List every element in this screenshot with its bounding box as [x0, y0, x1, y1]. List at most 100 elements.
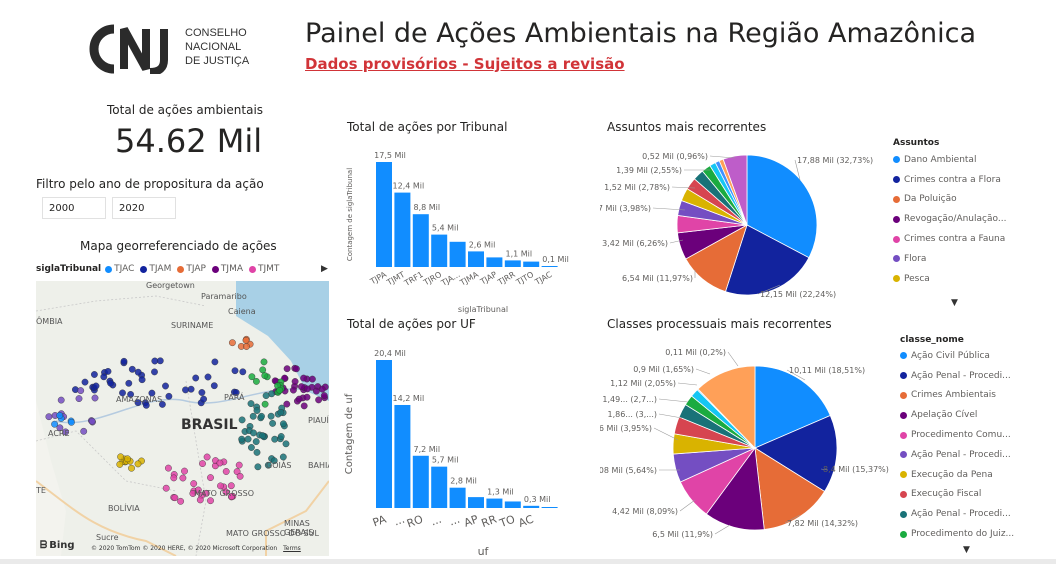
map-point: [261, 372, 269, 380]
legend-item[interactable]: Ação Penal - Procedi...: [900, 504, 1050, 524]
map-point: [179, 474, 187, 482]
logo-line-2: NACIONAL: [185, 41, 242, 53]
pie-slice-3[interactable]: [705, 446, 765, 531]
bar-5[interactable]: [468, 497, 484, 508]
legend-item[interactable]: Dano Ambiental: [893, 150, 1053, 170]
legend-item[interactable]: Apelação Cível: [900, 405, 1050, 425]
tribunal-bar-chart[interactable]: Contagem de siglaTribunal 17,5 Mil TJPA 12,…: [340, 140, 595, 315]
pie-slice-1[interactable]: [724, 224, 810, 296]
legend-item[interactable]: Ação Penal - Procedi...: [900, 366, 1050, 386]
map-point: [303, 385, 311, 393]
bar-data-label: 2,8 Mil: [450, 477, 477, 486]
pie-slice-0[interactable]: [746, 154, 818, 259]
assuntos-legend-more-icon[interactable]: ▼: [951, 298, 958, 308]
bar-8[interactable]: [523, 261, 540, 267]
legend-item[interactable]: Ação Penal - Procedi...: [900, 445, 1050, 465]
page-subtitle[interactable]: Dados provisórios - Sujeitos a revisão: [305, 55, 625, 73]
legend-item[interactable]: Da Poluição: [893, 190, 1053, 210]
legend-item[interactable]: Pesca: [893, 269, 1053, 289]
map-point: [232, 389, 240, 396]
bar-9[interactable]: [541, 266, 558, 267]
year-start-input[interactable]: 2000: [42, 197, 106, 219]
x-tick-label: AP: [462, 512, 480, 529]
bar-4[interactable]: [449, 487, 466, 508]
pie-slice-2[interactable]: [754, 447, 826, 530]
uf-bar-chart[interactable]: Contagem de uf 20,4 Mil PA 14,2 Mil... 7,2 M…: [340, 338, 595, 558]
map-legend-label: TJMT: [258, 264, 280, 274]
map-legend-item-tjac[interactable]: TJAC: [105, 264, 134, 274]
year-end-input[interactable]: 2020: [112, 197, 176, 219]
legend-item[interactable]: Ação Civil Pública: [900, 346, 1050, 366]
legend-item[interactable]: Procedimento do Juiz...: [900, 524, 1050, 544]
bar-3[interactable]: [431, 234, 448, 267]
map-point: [258, 412, 265, 420]
legend-item[interactable]: Crimes contra a Flora: [893, 170, 1053, 190]
pie-data-label: 6,54 Mil (11,97%): [622, 274, 693, 283]
map-point: [159, 401, 166, 408]
legend-item[interactable]: Crimes Ambientais: [900, 386, 1050, 406]
map-point: [249, 412, 257, 420]
pie-data-label: 6,5 Mil (11,9%): [652, 530, 713, 539]
map-terms-link[interactable]: Terms: [283, 545, 301, 552]
map-legend-label: TJAC: [114, 264, 135, 274]
bar-8[interactable]: [523, 505, 540, 508]
map-point: [244, 435, 252, 443]
map-point: [56, 411, 64, 419]
classes-pie-chart[interactable]: 10,11 Mil (18,51%) 8,4 Mil (15,37%) 7,82 M…: [600, 340, 895, 550]
bar-1[interactable]: [394, 192, 411, 267]
pie-slice-1[interactable]: [754, 414, 838, 492]
classes-legend-title: classe_nome: [900, 335, 964, 345]
classes-legend-more-icon[interactable]: ▼: [963, 545, 970, 555]
bar-9[interactable]: [541, 507, 558, 508]
bar-7[interactable]: [504, 501, 521, 508]
bar-2[interactable]: [412, 214, 429, 267]
pie-leader-line: [794, 159, 801, 181]
legend-label: Procedimento Comu...: [911, 430, 1011, 441]
map-legend-item-tjap[interactable]: TJAP: [177, 264, 206, 274]
map-point: [253, 407, 261, 414]
x-tick-label: RR: [480, 512, 499, 530]
map-legend-item-tjam[interactable]: TJAM: [140, 264, 171, 274]
pie-slice-0[interactable]: [754, 365, 831, 449]
pie-leader-line: [714, 524, 731, 535]
bar-0[interactable]: [376, 162, 392, 267]
map-point: [238, 416, 246, 424]
x-tick-label: ...: [429, 513, 443, 529]
map-point: [239, 368, 247, 376]
pie-slice-13[interactable]: [722, 154, 748, 226]
bar-data-label: 7,2 Mil: [413, 445, 440, 454]
bar-6[interactable]: [486, 498, 503, 508]
legend-item[interactable]: Crimes contra a Fauna: [893, 229, 1053, 249]
assuntos-pie-chart[interactable]: 17,88 Mil (32,73%) 12,15 Mil (22,24%) 6,54…: [600, 140, 890, 310]
pie-leader-line: [679, 499, 696, 512]
page-title: Painel de Ações Ambientais na Região Ama…: [305, 18, 976, 49]
bar-7[interactable]: [504, 260, 521, 267]
pie-leader-line: [658, 398, 689, 403]
bar-1[interactable]: [394, 404, 411, 508]
map-point: [227, 482, 235, 490]
bar-2[interactable]: [412, 455, 429, 508]
legend-item[interactable]: Revogação/Anulação...: [893, 209, 1053, 229]
bar-5[interactable]: [468, 251, 484, 267]
cnj-logo-mark: [89, 24, 168, 74]
legend-dot-icon: [893, 156, 900, 164]
legend-item[interactable]: Flora: [893, 249, 1053, 269]
map-legend-next-icon[interactable]: ▶: [321, 264, 328, 274]
bar-4[interactable]: [449, 241, 466, 267]
legend-item[interactable]: Execução Fiscal: [900, 485, 1050, 505]
pie-leader-line: [727, 351, 739, 367]
map-visual[interactable]: Georgetown Paramaribo SURINAME Caiena ÔMBIA A…: [36, 281, 329, 556]
bar-6[interactable]: [486, 257, 503, 267]
bar-0[interactable]: [376, 360, 392, 508]
map-point: [68, 418, 75, 426]
legend-item[interactable]: Execução da Pena: [900, 465, 1050, 485]
map-point: [198, 389, 206, 396]
map-point: [77, 387, 85, 395]
bar-3[interactable]: [431, 466, 448, 508]
pie-slice-12[interactable]: [697, 365, 756, 449]
legend-item[interactable]: Procedimento Comu...: [900, 425, 1050, 445]
map-legend-item-tjma[interactable]: TJMA: [211, 264, 243, 274]
map-point: [264, 461, 272, 469]
map-legend-item-tjmt[interactable]: TJMT: [249, 264, 279, 274]
map-point: [151, 368, 158, 376]
